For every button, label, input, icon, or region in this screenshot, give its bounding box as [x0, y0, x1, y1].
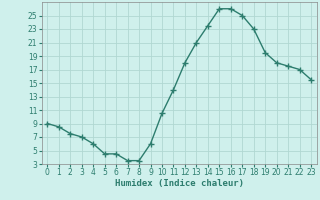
X-axis label: Humidex (Indice chaleur): Humidex (Indice chaleur) [115, 179, 244, 188]
